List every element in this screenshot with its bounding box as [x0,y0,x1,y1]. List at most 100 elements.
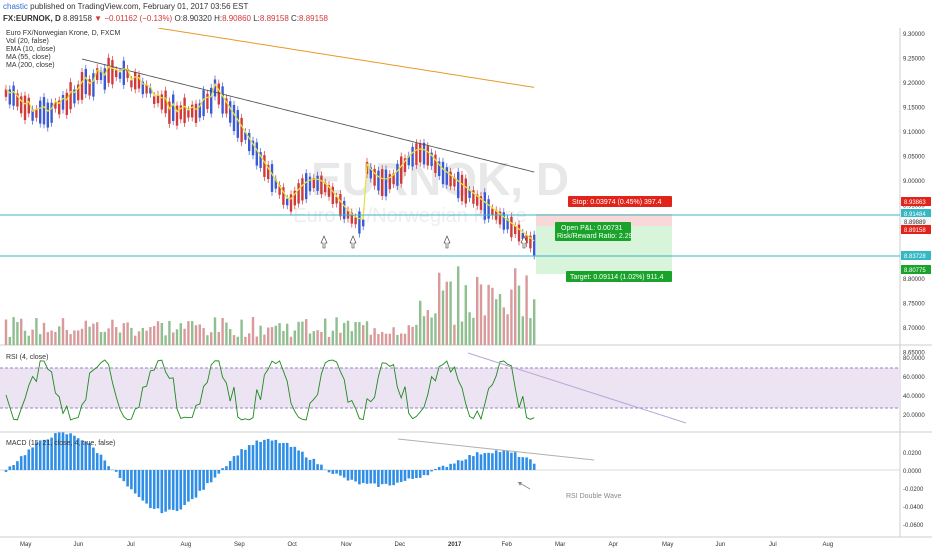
macd-bar [20,456,23,470]
volume-bar [267,328,269,345]
chart-canvas[interactable]: EURNOK, D Euro FX/Norwegian Krone [0,28,932,550]
rsi-tick-label: 20.0000 [903,413,925,419]
macd-bar [408,470,411,478]
macd-bar [442,466,445,470]
time-tick-label: May [662,542,673,548]
volume-bar [244,337,246,345]
macd-bar [351,470,354,480]
macd-bar [309,460,312,470]
macd-bar [427,470,430,475]
macd-bar [168,470,171,510]
macd-label[interactable]: MACD (15, 21, close, 4, true, false) [6,440,115,447]
volume-bar [499,294,501,345]
volume-bar [335,317,337,345]
candle-body [442,162,444,184]
legend-title[interactable]: Euro FX/Norwegian Krone, D, FXCM [6,30,120,38]
macd-tick-label: -0.0200 [903,487,924,493]
macd-bar [347,470,350,481]
macd-bar [362,470,365,483]
candle-body [233,105,235,131]
volume-bar [472,318,474,345]
price-tick-label: 9.30000 [903,32,925,38]
volume-bar [358,322,360,345]
volume-bar [107,328,109,345]
volume-bar [252,317,254,345]
candle-body [81,72,83,100]
stop-label[interactable]: Stop: 0.03974 (0.45%) 397.4 [572,199,662,206]
macd-bar [434,469,437,470]
legend-ma200[interactable]: MA (200, close) [6,62,55,70]
macd-bar [480,454,483,470]
legend-ema[interactable]: EMA (10, close) [6,46,55,54]
macd-bar [153,470,156,509]
volume-bar [339,333,341,345]
macd-bar [446,467,449,470]
volume-bar [161,323,163,345]
macd-bar [183,470,186,505]
macd-bar [522,457,525,470]
volume-bar [168,321,170,345]
rsi-label[interactable]: RSI (4, close) [6,354,48,361]
chart-area[interactable]: EURNOK, D Euro FX/Norwegian Krone [0,28,932,550]
macd-bar [252,445,255,470]
macd-bar [419,470,422,478]
macd-bar [107,466,110,470]
volume-bar [427,310,429,345]
candle-body [339,194,341,216]
volume-bar [351,331,353,345]
candle-body [195,104,197,123]
volume-bar [354,322,356,345]
legend-ma55[interactable]: MA (55, close) [6,54,51,62]
last-price: 8.89158 [63,14,92,23]
macd-bar [449,464,452,470]
macd-bar [468,455,471,470]
volume-bar [206,335,208,345]
risk-reward-label[interactable]: Risk/Reward Ratio: 2.29 [557,233,633,240]
volume-bar [20,319,22,345]
macd-bar [533,464,536,470]
volume-bar [180,323,182,345]
candle-body [385,170,387,197]
time-tick-label: Apr [609,542,618,548]
volume-bar [28,336,30,345]
candle-body [62,95,64,110]
candle-body [237,110,239,138]
price-tick-label: 9.10000 [903,130,925,136]
time-tick-label: Aug [823,542,834,548]
time-tick-label: Dec [395,542,406,548]
volume-bar [202,328,204,345]
stop-price-tag: 8.93863 [904,200,926,206]
candle-body [423,143,425,165]
time-tick-label: Aug [181,542,192,548]
macd-bar [400,470,403,482]
author-link[interactable]: chastic [3,2,28,11]
macd-bar [457,460,460,470]
macd-annotation[interactable]: RSI Double Wave [566,493,621,500]
target-label[interactable]: Target: 0.09114 (1.02%) 911.4 [570,274,664,281]
pnl-label[interactable]: Open P&L: 0.00731 [561,225,623,232]
candle-body [202,90,204,116]
volume-bar [476,277,478,345]
macd-bar [476,452,479,470]
volume-bar [66,330,68,345]
volume-bar [328,337,330,345]
price-tick-label: 8.70000 [903,326,925,332]
macd-bar [499,452,502,470]
volume-bar [176,329,178,345]
legend-volume[interactable]: Vol (20, false) [6,38,49,46]
candle-body [373,169,375,186]
macd-bar [366,470,369,484]
macd-bar [267,439,270,470]
high-label: H: [214,14,222,23]
candle-body [381,169,383,196]
price-tick-label: 9.15000 [903,106,925,112]
time-tick-label: Oct [288,542,298,548]
volume-bar [214,317,216,345]
high-value: 8.90860 [222,14,251,23]
candle-body [240,118,242,142]
macd-bar [176,470,179,511]
candle-body [362,220,364,227]
candle-body [415,143,417,165]
macd-bar [313,459,316,470]
macd-bar [58,433,61,470]
